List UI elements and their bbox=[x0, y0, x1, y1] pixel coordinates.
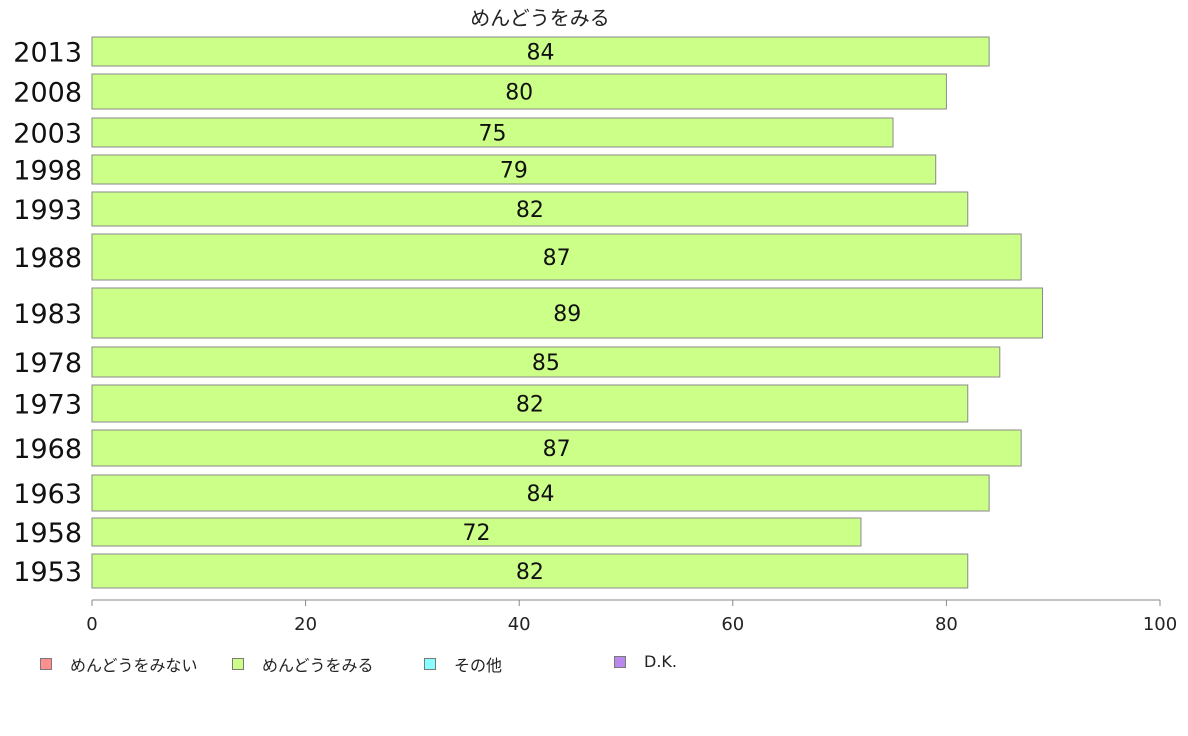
value-label-1993: 82 bbox=[516, 198, 544, 223]
category-label-1953: 1953 bbox=[13, 557, 82, 588]
bar-1993 bbox=[91, 191, 969, 227]
value-label-1958: 72 bbox=[462, 521, 490, 546]
bar-1998 bbox=[91, 154, 937, 185]
x-tick-label-40: 40 bbox=[508, 614, 531, 635]
category-label-1993: 1993 bbox=[13, 195, 82, 226]
category-label-1983: 1983 bbox=[13, 299, 82, 330]
category-label-1958: 1958 bbox=[13, 518, 82, 549]
x-tick-label-20: 20 bbox=[294, 614, 317, 635]
bar-1983 bbox=[91, 287, 1044, 339]
value-label-1978: 85 bbox=[532, 351, 560, 376]
category-label-1968: 1968 bbox=[13, 434, 82, 465]
value-label-1963: 84 bbox=[527, 482, 555, 507]
x-tick-label-80: 80 bbox=[935, 614, 958, 635]
x-tick-label-0: 0 bbox=[86, 614, 97, 635]
legend-swatch bbox=[614, 655, 626, 668]
value-label-1953: 82 bbox=[516, 560, 544, 585]
legend-item-other: その他 bbox=[424, 652, 502, 676]
x-tick-label-100: 100 bbox=[1143, 614, 1177, 635]
chart-title: めんどうをみる bbox=[470, 6, 609, 30]
bar-1988 bbox=[91, 233, 1022, 281]
bar-2013 bbox=[91, 36, 990, 67]
value-label-2003: 75 bbox=[479, 122, 507, 147]
bars-group bbox=[91, 36, 1044, 589]
value-label-1998: 79 bbox=[500, 159, 528, 184]
legend-label: めんどうをみない bbox=[70, 656, 198, 675]
legend-item-care: めんどうをみる bbox=[232, 652, 374, 676]
bar-1968 bbox=[91, 429, 1022, 467]
value-label-1983: 89 bbox=[553, 302, 581, 327]
legend-label: D.K. bbox=[644, 652, 677, 671]
category-label-1998: 1998 bbox=[13, 156, 82, 187]
bar-2008 bbox=[91, 73, 947, 110]
category-label-1973: 1973 bbox=[13, 390, 82, 421]
legend-swatch bbox=[424, 658, 436, 670]
bar-1973 bbox=[91, 384, 969, 423]
category-label-2013: 2013 bbox=[13, 38, 82, 69]
value-label-1973: 82 bbox=[516, 393, 544, 418]
category-label-2003: 2003 bbox=[13, 119, 82, 150]
bar-2003 bbox=[91, 117, 894, 148]
value-labels-group: 84 80 75 79 82 87 89 85 82 87 84 72 82 bbox=[462, 41, 581, 586]
value-label-1968: 87 bbox=[543, 437, 571, 462]
legend-swatch bbox=[40, 658, 52, 670]
legend-label: めんどうをみる bbox=[262, 656, 374, 675]
x-tick-label-60: 60 bbox=[721, 614, 744, 635]
category-labels-group: 2013 2008 2003 1998 1993 1988 1983 1978 1973 1968… bbox=[13, 38, 82, 589]
category-label-1963: 1963 bbox=[13, 479, 82, 510]
category-label-1978: 1978 bbox=[13, 348, 82, 379]
x-axis: 0 20 40 60 80 100 bbox=[86, 599, 1177, 635]
legend-label: その他 bbox=[454, 656, 503, 675]
value-label-2013: 84 bbox=[527, 41, 555, 66]
bar-1958 bbox=[91, 517, 862, 547]
category-label-2008: 2008 bbox=[13, 78, 82, 109]
category-label-1988: 1988 bbox=[13, 243, 82, 274]
legend-item-dk: D.K. bbox=[614, 652, 677, 671]
value-label-2008: 80 bbox=[505, 81, 533, 106]
value-label-1988: 87 bbox=[543, 246, 571, 271]
bar-1978 bbox=[91, 346, 1001, 378]
bar-1963 bbox=[91, 474, 990, 512]
legend-item-not-care: めんどうをみない bbox=[40, 652, 198, 676]
bar-1953 bbox=[91, 553, 969, 589]
legend-swatch bbox=[232, 658, 244, 670]
